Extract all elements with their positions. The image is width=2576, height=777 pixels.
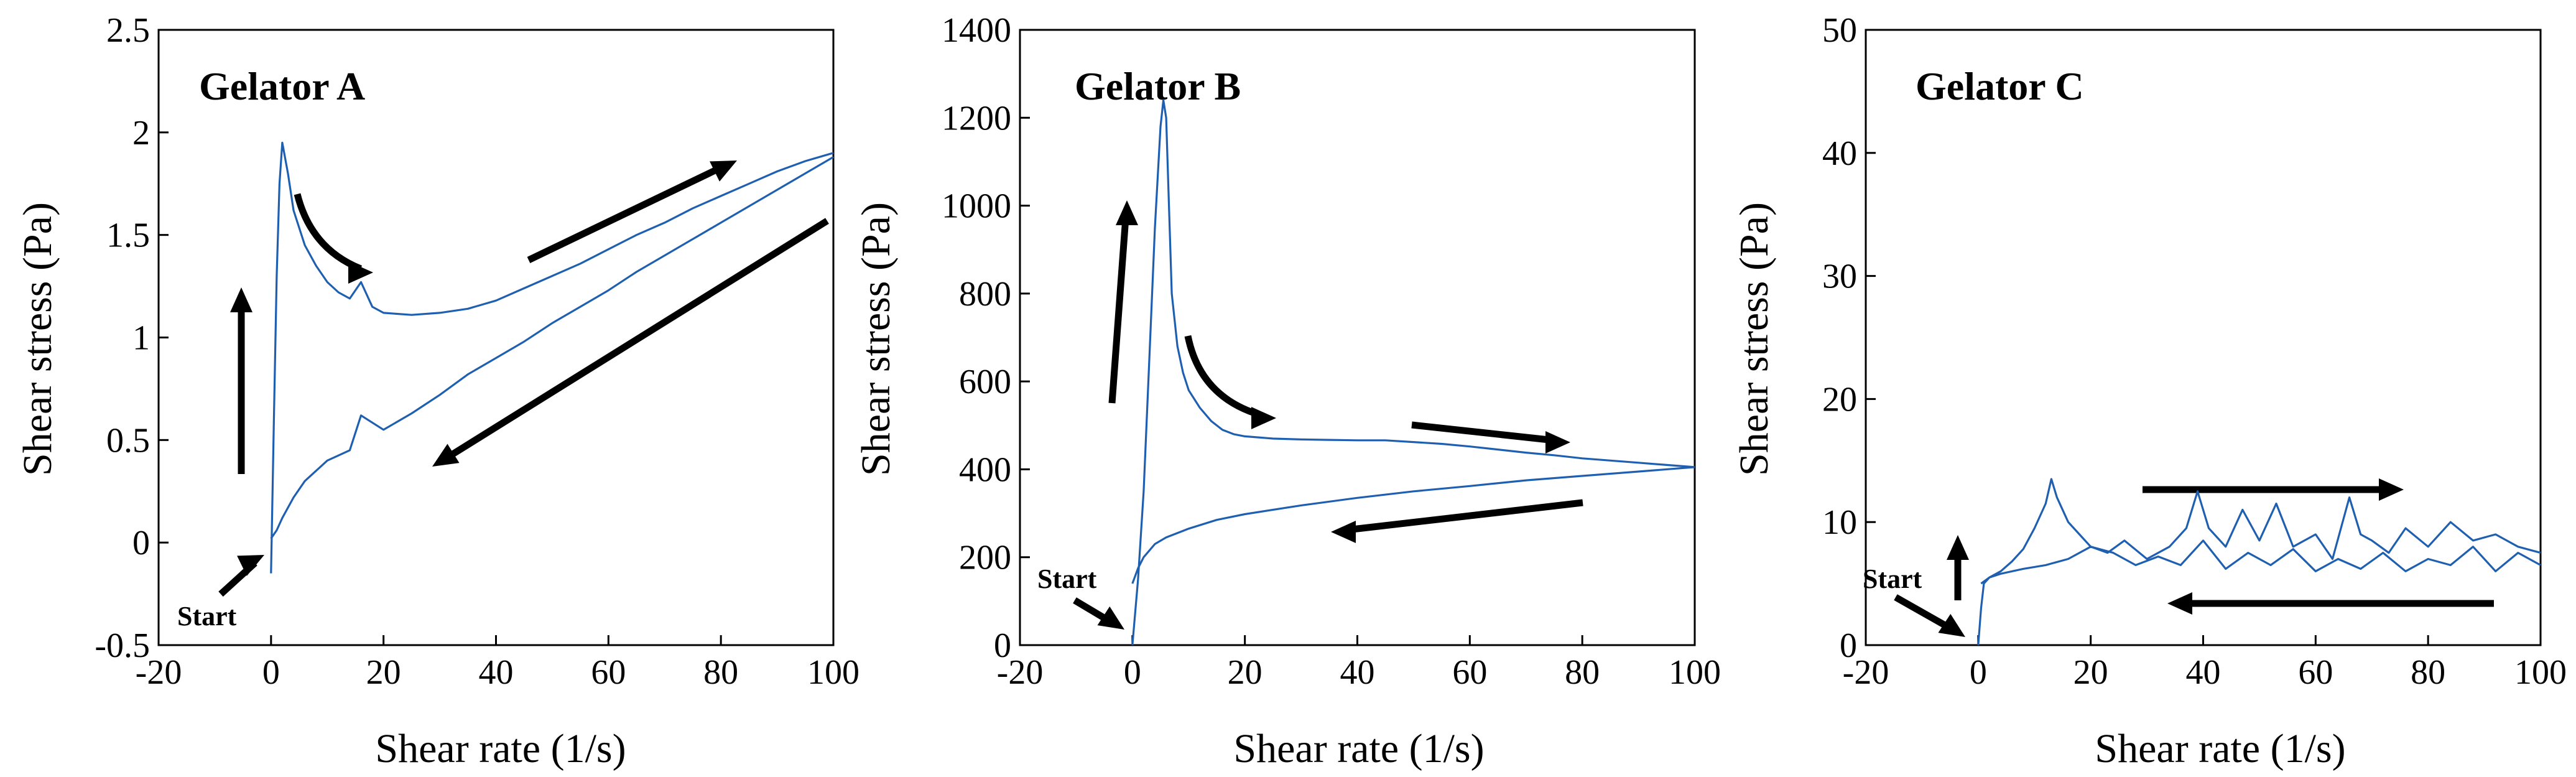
y-tick-label: 600 — [959, 363, 1011, 401]
y-tick-label: 40 — [1822, 134, 1857, 173]
direction-arrow-head — [2379, 478, 2404, 501]
up-sweep-curve — [1131, 99, 1695, 646]
x-tick-label: 60 — [2298, 653, 2333, 692]
y-tick-label: 1200 — [942, 99, 1011, 137]
direction-arrow-shaft — [527, 165, 722, 263]
x-tick-label: 0 — [262, 653, 280, 692]
x-tick-label: 60 — [1452, 653, 1487, 692]
chart-gelator-c: Gelator C Shear rate (1/s) Shear stress … — [1731, 11, 2567, 771]
x-tick-label: 100 — [2514, 653, 2567, 692]
panel-title: Gelator B — [1075, 64, 1241, 108]
y-tick-label: 30 — [1822, 258, 1857, 296]
x-tick-label: 100 — [807, 653, 859, 692]
y-tick-label: 0 — [132, 524, 150, 562]
direction-arrow-head — [348, 261, 373, 284]
start-label: Start — [177, 601, 237, 631]
y-tick-label: 0 — [1840, 626, 1857, 665]
y-tick-label: 20 — [1822, 380, 1857, 419]
x-tick-label: -20 — [136, 653, 182, 692]
direction-arrow-shaft — [1346, 499, 1583, 534]
y-tick-label: 2.5 — [106, 11, 150, 50]
y-tick-label: 1000 — [942, 187, 1011, 226]
y-axis-label: Shear stress (Pa) — [15, 202, 60, 476]
direction-arrow-head — [230, 287, 253, 312]
y-axis-label: Shear stress (Pa) — [853, 202, 899, 476]
direction-arrow-head — [1947, 535, 1969, 560]
plot-frame — [1865, 29, 2542, 646]
down-sweep-curve — [270, 156, 834, 539]
x-tick-label: 100 — [1669, 653, 1721, 692]
plot-frame — [1019, 29, 1696, 646]
x-tick-label: 40 — [479, 653, 514, 692]
x-tick-label: 80 — [2411, 653, 2445, 692]
y-tick-label: 50 — [1822, 11, 1857, 50]
x-tick-label: -20 — [997, 653, 1044, 692]
direction-arrow-shaft — [294, 193, 363, 272]
direction-arrow-shaft — [1108, 217, 1129, 404]
direction-arrow-shaft — [443, 218, 829, 462]
direction-arrow-head — [2167, 592, 2192, 615]
panel-title: Gelator C — [1916, 64, 2084, 108]
x-tick-label: 20 — [1228, 653, 1263, 692]
x-tick-label: 0 — [1970, 653, 1987, 692]
down-sweep-curve — [1131, 466, 1695, 584]
direction-arrow-head — [1545, 431, 1570, 454]
x-axis-label: Shear rate (1/s) — [375, 726, 626, 771]
y-axis-label: Shear stress (Pa) — [1731, 202, 1777, 476]
start-label: Start — [1863, 564, 1922, 594]
direction-arrow-head — [710, 161, 737, 182]
direction-arrows — [218, 161, 829, 597]
x-tick-label: 80 — [1565, 653, 1600, 692]
y-tick-label: 1 — [132, 319, 150, 358]
x-axis-label: Shear rate (1/s) — [2095, 726, 2345, 771]
direction-arrow-head — [1097, 606, 1124, 630]
up-sweep-curve — [270, 141, 834, 574]
x-tick-label: 60 — [591, 653, 626, 692]
plot-frame — [157, 29, 835, 646]
direction-arrow-head — [1251, 407, 1276, 429]
y-tick-label: 2 — [132, 114, 150, 152]
y-tick-label: 200 — [959, 539, 1011, 577]
panel-title: Gelator A — [199, 64, 365, 108]
down-sweep-curve — [1980, 539, 2541, 585]
x-tick-label: 0 — [1124, 653, 1141, 692]
direction-arrow-shaft — [1411, 421, 1555, 444]
x-axis-label: Shear rate (1/s) — [1233, 726, 1484, 771]
direction-arrow-head — [1116, 200, 1138, 225]
y-tick-label: 1.5 — [106, 216, 150, 255]
direction-arrow-head — [1331, 521, 1356, 543]
up-sweep-curve — [1977, 478, 2541, 646]
x-tick-label: 80 — [703, 653, 738, 692]
x-tick-label: 20 — [366, 653, 401, 692]
chart-gelator-a: Gelator A Shear rate (1/s) Shear stress … — [15, 11, 859, 771]
direction-arrow-head — [237, 555, 264, 576]
y-tick-label: 0.5 — [106, 421, 150, 460]
x-tick-label: 40 — [1340, 653, 1375, 692]
y-tick-label: 0 — [994, 626, 1011, 665]
y-tick-label: -0.5 — [95, 626, 150, 665]
x-tick-label: 40 — [2186, 653, 2221, 692]
y-tick-label: 800 — [959, 275, 1011, 314]
x-tick-label: 20 — [2073, 653, 2108, 692]
direction-arrow-head — [432, 444, 460, 467]
y-tick-label: 400 — [959, 450, 1011, 489]
direction-arrow-head — [1938, 613, 1965, 637]
y-tick-label: 10 — [1822, 503, 1857, 542]
direction-arrows — [1073, 200, 1583, 630]
x-tick-label: -20 — [1843, 653, 1889, 692]
chart-gelator-b: Gelator B Shear rate (1/s) Shear stress … — [853, 11, 1721, 771]
start-label: Start — [1037, 564, 1097, 594]
y-tick-label: 1400 — [942, 11, 1011, 50]
direction-arrow-shaft — [1184, 335, 1264, 419]
direction-arrows — [1894, 478, 2494, 637]
